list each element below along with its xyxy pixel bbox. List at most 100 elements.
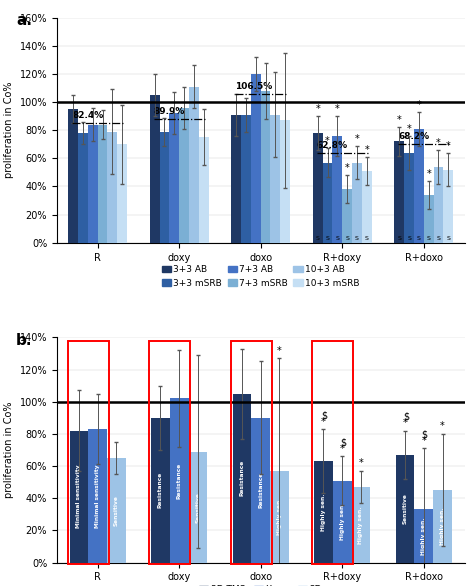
Bar: [241, 115, 251, 243]
Text: 106.5%: 106.5%: [235, 82, 273, 91]
Legend: 3+3 AB, 3+3 mSRB, 7+3 AB, 7+3 mSRB, 10+3 AB, 10+3 mSRB: 3+3 AB, 3+3 mSRB, 7+3 AB, 7+3 mSRB, 10+3…: [162, 265, 360, 288]
Text: $: $: [340, 438, 346, 448]
Bar: [414, 129, 424, 243]
Text: *: *: [355, 134, 359, 144]
Bar: [108, 132, 117, 243]
Text: *: *: [359, 458, 364, 468]
Bar: [433, 490, 452, 563]
Bar: [261, 91, 271, 243]
Text: 62.8%: 62.8%: [317, 141, 348, 150]
Text: Highly sen.: Highly sen.: [340, 503, 345, 540]
Text: *: *: [402, 418, 407, 428]
Text: *: *: [345, 163, 349, 173]
Bar: [150, 95, 160, 243]
Bar: [404, 153, 414, 243]
Text: *: *: [426, 169, 431, 179]
Bar: [160, 132, 169, 243]
Text: S: S: [427, 236, 430, 241]
Text: S: S: [365, 236, 369, 241]
Text: S: S: [437, 236, 440, 241]
Text: Sensitive: Sensitive: [402, 493, 408, 524]
Text: Sensitive: Sensitive: [114, 495, 119, 526]
Bar: [314, 461, 333, 563]
Bar: [443, 169, 453, 243]
Text: Highly sen.: Highly sen.: [321, 493, 326, 531]
Bar: [88, 429, 107, 563]
Bar: [179, 108, 189, 243]
Bar: [414, 509, 433, 563]
Bar: [98, 125, 108, 243]
Text: Resistance: Resistance: [158, 472, 163, 508]
Bar: [170, 398, 189, 563]
Text: Resistance: Resistance: [258, 472, 263, 508]
Y-axis label: proliferation in Co%: proliferation in Co%: [4, 402, 14, 498]
Bar: [396, 455, 414, 563]
Bar: [352, 487, 370, 563]
Text: *: *: [365, 145, 369, 155]
Bar: [189, 452, 207, 563]
Text: *: *: [417, 100, 421, 110]
Text: *: *: [407, 124, 411, 134]
Text: 89.9%: 89.9%: [154, 107, 185, 116]
Bar: [362, 171, 372, 243]
Bar: [424, 195, 434, 243]
Text: *: *: [440, 421, 445, 431]
Bar: [251, 74, 261, 243]
Legend: 3D TMS, Xeno, 2D: 3D TMS, Xeno, 2D: [200, 585, 322, 586]
Text: *: *: [325, 137, 330, 146]
Text: Minimal sensitivity: Minimal sensitivity: [95, 464, 100, 527]
Bar: [323, 162, 332, 243]
Text: *: *: [340, 444, 345, 454]
Bar: [117, 144, 127, 243]
Bar: [78, 133, 88, 243]
Bar: [313, 133, 323, 243]
Text: $: $: [321, 410, 328, 420]
Text: *: *: [421, 436, 426, 446]
Text: a.: a.: [16, 13, 32, 28]
Bar: [342, 189, 352, 243]
Bar: [233, 394, 251, 563]
Text: Highly sen.: Highly sen.: [421, 517, 426, 555]
Text: *: *: [315, 104, 320, 114]
Bar: [332, 136, 342, 243]
Text: b.: b.: [16, 333, 33, 348]
Text: *: *: [335, 104, 340, 114]
Bar: [189, 87, 199, 243]
Bar: [151, 418, 170, 563]
Bar: [88, 125, 98, 243]
Bar: [434, 167, 443, 243]
Bar: [271, 115, 280, 243]
Text: 82.4%: 82.4%: [72, 111, 103, 120]
Text: Highly sen.: Highly sen.: [440, 507, 445, 545]
Text: Highly sen.: Highly sen.: [358, 506, 364, 543]
Text: Resistance: Resistance: [239, 460, 245, 496]
Text: *: *: [277, 346, 282, 356]
Text: S: S: [326, 236, 329, 241]
Bar: [394, 141, 404, 243]
Text: $: $: [421, 430, 428, 440]
Bar: [352, 162, 362, 243]
Bar: [333, 481, 352, 563]
Text: S: S: [336, 236, 339, 241]
Text: S: S: [316, 236, 319, 241]
Text: Resistance: Resistance: [177, 462, 182, 499]
Bar: [68, 109, 78, 243]
Text: *: *: [321, 417, 326, 427]
Bar: [280, 120, 290, 243]
Text: S: S: [417, 236, 421, 241]
Text: $: $: [403, 412, 409, 422]
Text: 68.2%: 68.2%: [398, 132, 429, 141]
Y-axis label: proliferation in Co%: proliferation in Co%: [4, 82, 14, 178]
Text: *: *: [436, 138, 441, 148]
Bar: [169, 113, 179, 243]
Text: S: S: [355, 236, 359, 241]
Bar: [199, 137, 209, 243]
Bar: [70, 431, 88, 563]
Bar: [251, 418, 270, 563]
Text: S: S: [447, 236, 450, 241]
Bar: [270, 471, 289, 563]
Bar: [231, 115, 241, 243]
Text: S: S: [345, 236, 349, 241]
Text: Highly sen.: Highly sen.: [277, 498, 282, 536]
Text: *: *: [397, 115, 401, 125]
